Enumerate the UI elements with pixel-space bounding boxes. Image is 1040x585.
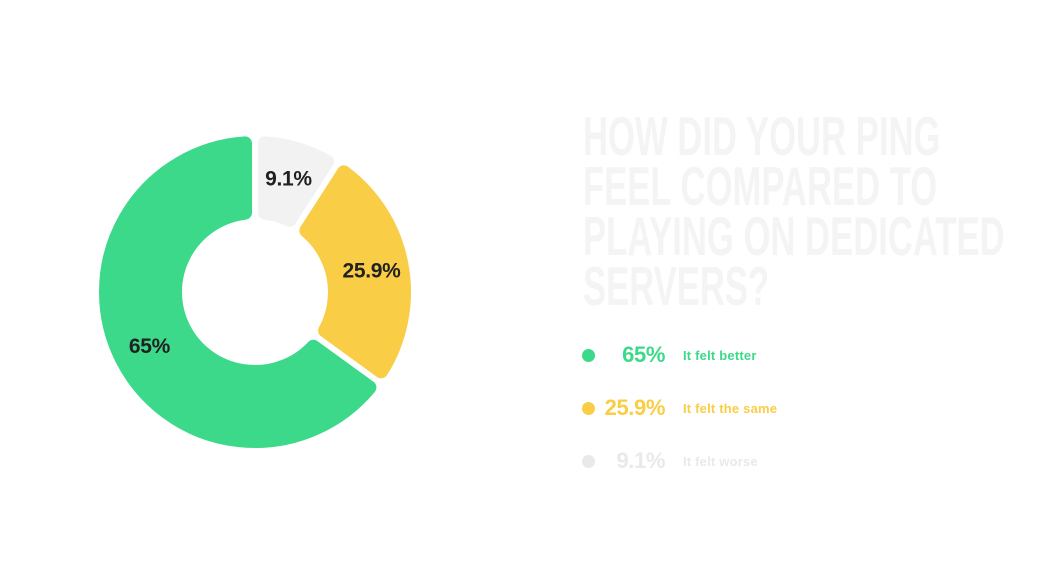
chart-title-line: FEEL COMPARED TO: [583, 155, 938, 217]
chart-title: HOW DID YOUR PING FEEL COMPARED TO PLAYI…: [583, 105, 1005, 317]
legend-label: It felt the same: [683, 400, 778, 416]
chart-title-line: SERVERS?: [583, 255, 770, 317]
legend-item: 65% It felt better: [582, 342, 777, 368]
donut-slice-label: 9.1%: [265, 168, 312, 191]
donut-slice-it-felt-the-same: [299, 165, 411, 379]
legend-dot-icon: [582, 454, 595, 468]
legend-item: 25.9% It felt the same: [582, 395, 777, 421]
donut-slice-it-felt-worse: [257, 136, 335, 227]
chart-title-line: PLAYING ON DEDICATED: [583, 205, 1005, 267]
chart-title-line: HOW DID YOUR PING: [583, 105, 941, 167]
legend-percent: 65%: [622, 342, 665, 367]
donut-slice-it-felt-better: [99, 136, 377, 448]
legend-percent: 25.9%: [604, 395, 666, 420]
legend-label: It felt better: [683, 347, 757, 363]
donut-chart: 9.1% 25.9% 65%: [99, 136, 411, 448]
legend-percent: 9.1%: [616, 448, 665, 473]
legend-label: It felt worse: [683, 453, 758, 469]
legend-dot-icon: [582, 348, 595, 362]
chart-legend: 65% It felt better 25.9% It felt the sam…: [582, 342, 777, 501]
donut-slice-label: 25.9%: [342, 260, 401, 283]
donut-slice-label: 65%: [129, 335, 171, 358]
legend-dot-icon: [582, 401, 595, 415]
legend-item: 9.1% It felt worse: [582, 448, 777, 474]
